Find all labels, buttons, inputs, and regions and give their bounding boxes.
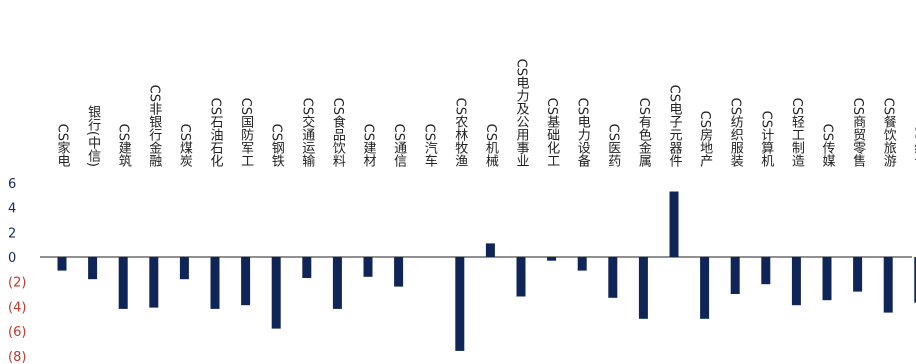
bars-layer [57, 191, 916, 351]
category-label-4: CS煤炭 [177, 124, 193, 169]
category-label-21: CS房地产 [697, 111, 713, 169]
category-label-16: CS基础化工 [544, 98, 560, 167]
bar-14 [485, 243, 495, 257]
y-tick-label-2: 2 [8, 226, 16, 241]
y-tick-label-3: 0 [8, 251, 16, 266]
category-label-6: CS国防军工 [238, 98, 254, 167]
bar-17 [577, 257, 587, 271]
category-label-27: CS餐饮旅游 [881, 98, 897, 168]
bar-11 [394, 257, 404, 287]
category-label-26: CS商贸零售 [850, 98, 866, 168]
category-label-24: CS轻工制造 [789, 98, 805, 169]
bar-20 [669, 191, 679, 257]
category-label-0: CS家电 [55, 124, 71, 168]
category-label-3: CS非银行金融 [146, 85, 162, 168]
category-label-17: CS电力设备 [575, 98, 591, 169]
bar-19 [638, 257, 648, 319]
y-tick-label-5: (4) [8, 300, 26, 315]
category-label-18: CS医药 [605, 124, 621, 168]
bar-10 [363, 257, 373, 277]
category-label-7: CS钢铁 [269, 124, 285, 168]
bar-16 [547, 257, 557, 261]
bar-25 [822, 257, 832, 301]
bar-23 [761, 257, 771, 285]
category-labels-layer: CS家电 银行(中信) CS建筑 CS非银行金融 CS煤炭 CS石油石化 CS国防军工 CS钢… [55, 59, 916, 169]
bar-13 [455, 257, 465, 351]
y-tick-label-6: (6) [8, 325, 26, 340]
category-label-20: CS电子元器件 [667, 85, 683, 168]
category-label-22: CS纺织服装 [728, 98, 744, 168]
bar-21 [700, 257, 710, 319]
category-label-9: CS食品饮料 [330, 98, 346, 168]
bar-18 [608, 257, 618, 298]
bar-15 [516, 257, 526, 297]
bar-6 [241, 257, 251, 306]
bar-26 [853, 257, 863, 292]
bar-7 [271, 257, 281, 329]
category-label-11: CS通信 [391, 124, 407, 168]
y-tick-label-4: (2) [8, 276, 26, 291]
bar-4 [179, 257, 189, 280]
category-label-10: CS建材 [361, 124, 377, 168]
bar-27 [883, 257, 893, 313]
category-label-19: CS有色金属 [636, 98, 652, 169]
y-tick-labels-layer: 6 4 2 0 (2) (4) (6) (8) [8, 177, 26, 364]
category-label-28: CS综合 [911, 124, 916, 168]
category-label-8: CS交通运输 [299, 98, 315, 168]
bar-8 [302, 257, 312, 278]
category-label-13: CS农林牧渔 [452, 98, 468, 168]
bar-3 [149, 257, 159, 308]
y-tick-label-0: 6 [8, 177, 16, 192]
bar-1 [88, 257, 98, 280]
bar-2 [118, 257, 128, 309]
category-label-2: CS建筑 [116, 124, 132, 169]
bar-0 [57, 257, 67, 271]
bar-5 [210, 257, 220, 309]
y-tick-label-1: 4 [8, 202, 16, 217]
category-label-23: CS计算机 [758, 111, 774, 169]
bar-24 [791, 257, 801, 306]
category-label-25: CS传媒 [820, 124, 836, 168]
category-label-14: CS机械 [483, 124, 499, 168]
bar-9 [332, 257, 342, 309]
bar-22 [730, 257, 740, 294]
y-tick-label-7: (8) [8, 350, 26, 364]
category-label-5: CS石油石化 [208, 98, 224, 169]
bar-28 [914, 257, 916, 303]
category-label-15: CS电力及公用事业 [514, 59, 530, 167]
category-label-12: CS汽车 [422, 124, 438, 168]
category-label-1: 银行(中信) [85, 105, 101, 167]
